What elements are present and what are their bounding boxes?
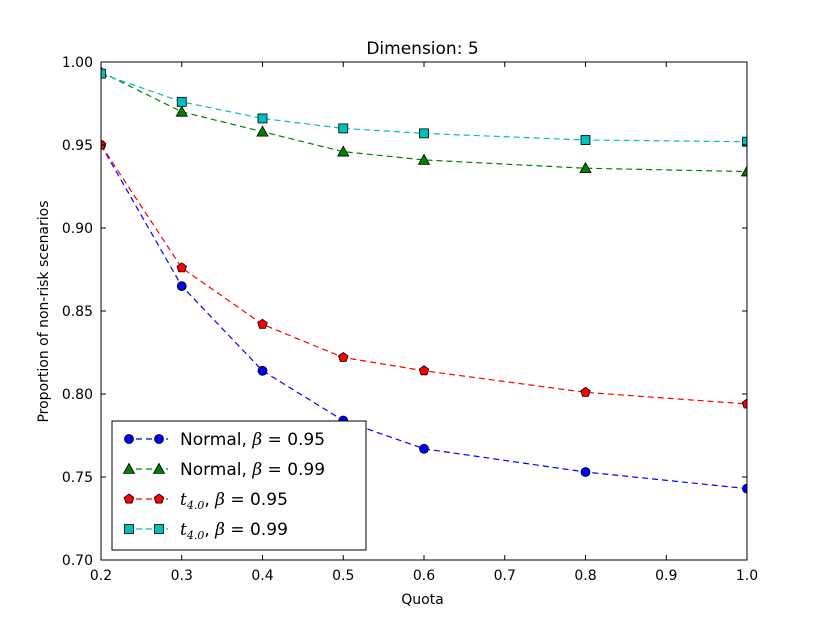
y-tick-label: 1.00 [62,55,93,71]
legend-item-0: Normal, β = 0.95 [124,430,325,450]
data-point-2-4 [418,365,430,376]
data-point-2-1 [176,262,187,273]
data-point-2-2 [257,318,268,329]
data-point-1-4 [417,153,431,165]
legend-item-2: t4.0, β = 0.95 [123,490,288,512]
x-tick-label: 0.2 [90,568,112,584]
data-point-0-5 [580,467,591,477]
data-point-0-1 [176,281,187,292]
data-point-3-5 [580,135,591,145]
x-tick-label: 1.0 [736,568,758,584]
legend-marker-3 [154,524,164,534]
legend-label-0: Normal, β = 0.95 [180,430,325,450]
data-point-1-6 [740,165,747,177]
series-3 [101,68,747,147]
legend: Normal, β = 0.95 Normal, β = 0.99 t4.0, β … [111,420,367,551]
legend-label-1: Normal, β = 0.99 [180,460,325,480]
data-point-2-6 [741,398,747,409]
legend-marker-2 [123,493,135,504]
series-2 [101,139,747,409]
x-axis-label: Quota [401,592,444,608]
y-tick-label: 0.70 [62,553,93,569]
y-tick-label: 0.80 [62,387,93,403]
x-tick-label: 0.7 [494,568,516,584]
axes-layer: 0.2 0.3 0.4 0.5 0.6 0.7 0.8 0.9 1.0 0.70 0.75 0.80 0… [62,55,758,584]
series-line-2 [101,144,747,405]
data-point-3-4 [419,128,429,139]
data-point-3-2 [257,113,268,124]
x-tick-label: 0.5 [332,568,354,584]
data-point-0-2 [257,365,268,376]
y-tick-label: 0.75 [62,470,93,486]
data-point-1-1 [175,105,188,117]
x-tick-label: 0.6 [413,568,435,584]
legend-item-3: t4.0, β = 0.99 [124,520,288,542]
data-point-3-3 [338,123,349,134]
data-point-1-2 [256,125,269,137]
legend-marker-3 [124,524,134,534]
legend-label-3: t4.0, β = 0.99 [180,520,288,542]
data-point-1-5 [579,161,592,174]
y-axis-label: Proportion of non-risk scenarios [36,200,52,422]
data-point-3-6 [742,136,747,147]
x-tick-label: 0.9 [655,568,677,584]
legend-item-1: Normal, β = 0.99 [122,460,325,480]
legend-label-2: t4.0, β = 0.95 [180,490,288,512]
y-tick-label: 0.90 [62,221,93,237]
series-1 [101,65,747,177]
legend-marker-1 [152,462,166,474]
x-tick-label: 0.4 [251,568,273,584]
data-point-2-3 [338,351,349,362]
data-point-3-1 [176,96,187,107]
series-layer [101,65,747,494]
data-point-2-5 [580,386,591,397]
x-tick-label: 0.8 [574,568,596,584]
legend-marker-1 [122,462,136,474]
legend-marker-0 [124,434,134,444]
data-point-0-6 [742,483,747,494]
data-point-3-0 [101,68,106,79]
y-tick-label: 0.95 [62,138,93,154]
chart-title: Dimension: 5 [366,39,478,59]
legend-marker-2 [153,493,165,504]
data-point-0-4 [419,443,429,454]
y-tick-label: 0.85 [62,304,93,320]
legend-marker-0 [154,434,164,444]
data-point-1-3 [337,145,350,157]
x-tick-label: 0.3 [171,568,193,584]
